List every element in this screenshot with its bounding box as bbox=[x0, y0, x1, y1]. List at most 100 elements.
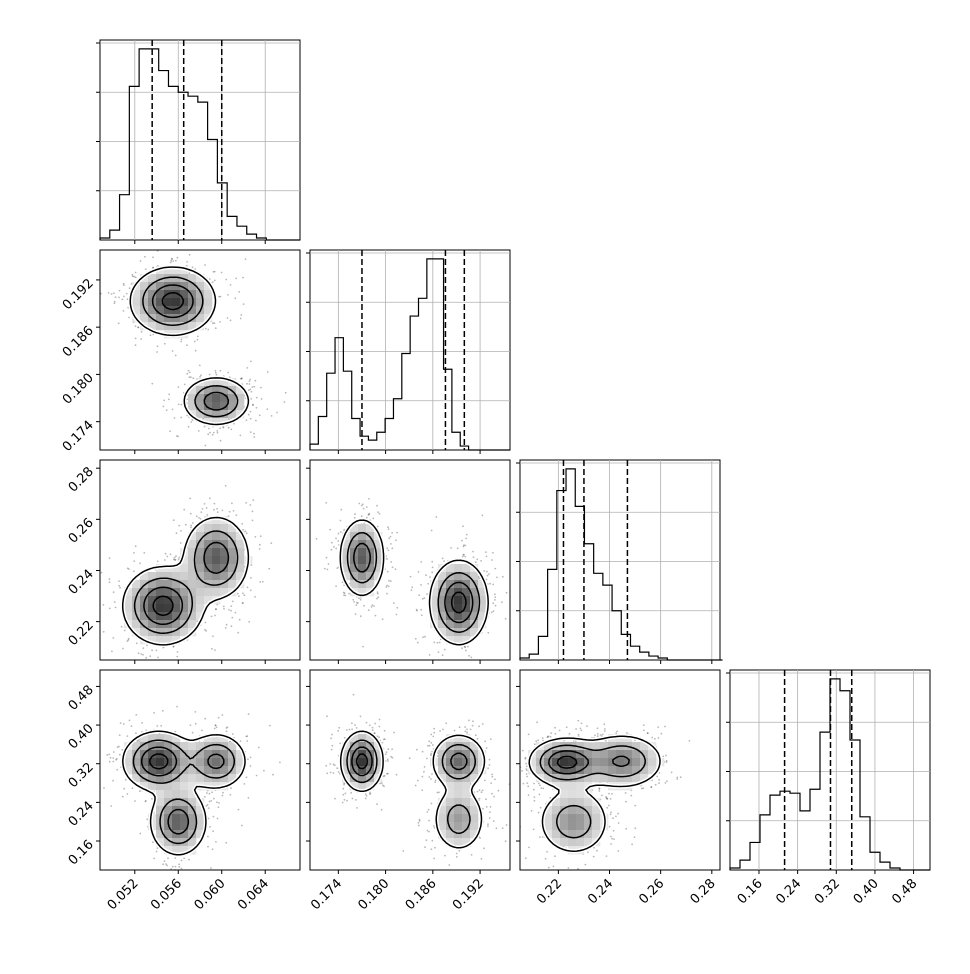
sample-point bbox=[445, 722, 447, 724]
sample-point bbox=[487, 575, 489, 577]
sample-point bbox=[174, 557, 176, 559]
sample-point bbox=[258, 747, 260, 749]
sample-point bbox=[214, 615, 216, 617]
sample-point bbox=[490, 738, 492, 740]
sample-point bbox=[218, 717, 220, 719]
density-cell bbox=[164, 790, 172, 798]
sample-point bbox=[430, 734, 432, 736]
sample-point bbox=[165, 863, 167, 865]
sample-point bbox=[210, 800, 212, 802]
sample-point bbox=[175, 355, 177, 357]
sample-point bbox=[214, 503, 216, 505]
sample-point bbox=[337, 540, 339, 542]
sample-point bbox=[185, 524, 187, 526]
density-cell bbox=[164, 314, 172, 322]
sample-point bbox=[245, 502, 247, 504]
density-cell bbox=[374, 556, 382, 564]
sample-point bbox=[181, 339, 183, 341]
sample-point bbox=[384, 730, 386, 732]
sample-point bbox=[411, 589, 413, 591]
sample-point bbox=[391, 532, 393, 534]
density-cell bbox=[180, 750, 188, 758]
sample-point bbox=[444, 649, 446, 651]
sample-point bbox=[141, 722, 143, 724]
sample-point bbox=[505, 618, 507, 620]
sample-point bbox=[240, 314, 242, 316]
sample-point bbox=[410, 576, 412, 578]
sample-point bbox=[465, 650, 467, 652]
y-tick-label: 0.48 bbox=[66, 683, 97, 714]
sample-point bbox=[502, 576, 504, 578]
sample-point bbox=[433, 728, 435, 730]
sample-point bbox=[126, 293, 128, 295]
sample-point bbox=[207, 836, 209, 838]
sample-point bbox=[186, 261, 188, 263]
sample-point bbox=[170, 260, 172, 262]
density-cell bbox=[212, 564, 220, 572]
sample-point bbox=[176, 656, 178, 658]
sample-point bbox=[246, 367, 248, 369]
sample-point bbox=[106, 754, 108, 756]
sample-point bbox=[113, 591, 115, 593]
x-tick-label: 0.48 bbox=[889, 876, 920, 907]
sample-point bbox=[256, 775, 258, 777]
sample-point bbox=[103, 631, 105, 633]
sample-point bbox=[218, 802, 220, 804]
sample-point bbox=[213, 816, 215, 818]
sample-point bbox=[245, 736, 247, 738]
sample-point bbox=[113, 751, 115, 753]
density-panel bbox=[100, 460, 300, 660]
sample-point bbox=[252, 511, 254, 513]
sample-point bbox=[486, 556, 488, 558]
sample-point bbox=[160, 725, 162, 727]
sample-point bbox=[352, 798, 354, 800]
sample-point bbox=[205, 622, 207, 624]
density-cell bbox=[156, 742, 164, 750]
density-panel bbox=[100, 250, 300, 450]
sample-point bbox=[124, 630, 126, 632]
sample-point bbox=[384, 775, 386, 777]
sample-point bbox=[426, 758, 428, 760]
sample-point bbox=[215, 370, 217, 372]
sample-point bbox=[377, 591, 379, 593]
sample-point bbox=[437, 642, 439, 644]
sample-point bbox=[428, 776, 430, 778]
density-cell bbox=[236, 540, 244, 548]
sample-point bbox=[149, 655, 151, 657]
sample-point bbox=[386, 773, 388, 775]
sample-point bbox=[198, 517, 200, 519]
sample-point bbox=[230, 605, 232, 607]
sample-point bbox=[207, 433, 209, 435]
sample-point bbox=[386, 547, 388, 549]
panel-background bbox=[100, 40, 300, 240]
sample-point bbox=[426, 593, 428, 595]
sample-point bbox=[216, 430, 218, 432]
sample-point bbox=[358, 503, 360, 505]
density-cell bbox=[172, 322, 180, 330]
density-cell bbox=[358, 572, 366, 580]
sample-point bbox=[255, 420, 257, 422]
density-cell bbox=[196, 386, 204, 394]
sample-point bbox=[252, 404, 254, 406]
sample-point bbox=[135, 545, 137, 547]
sample-point bbox=[223, 608, 225, 610]
sample-point bbox=[355, 799, 357, 801]
sample-point bbox=[133, 276, 135, 278]
sample-point bbox=[376, 803, 378, 805]
sample-point bbox=[232, 733, 234, 735]
sample-point bbox=[135, 344, 137, 346]
sample-point bbox=[216, 801, 218, 803]
sample-point bbox=[350, 792, 352, 794]
sample-point bbox=[123, 788, 125, 790]
sample-point bbox=[411, 586, 413, 588]
sample-point bbox=[375, 615, 377, 617]
density-cell bbox=[196, 588, 204, 596]
sample-point bbox=[269, 725, 271, 727]
sample-point bbox=[237, 632, 239, 634]
sample-point bbox=[457, 547, 459, 549]
density-cell bbox=[132, 604, 140, 612]
sample-point bbox=[166, 556, 168, 558]
sample-point bbox=[189, 272, 191, 274]
sample-point bbox=[362, 503, 364, 505]
sample-point bbox=[261, 398, 263, 400]
